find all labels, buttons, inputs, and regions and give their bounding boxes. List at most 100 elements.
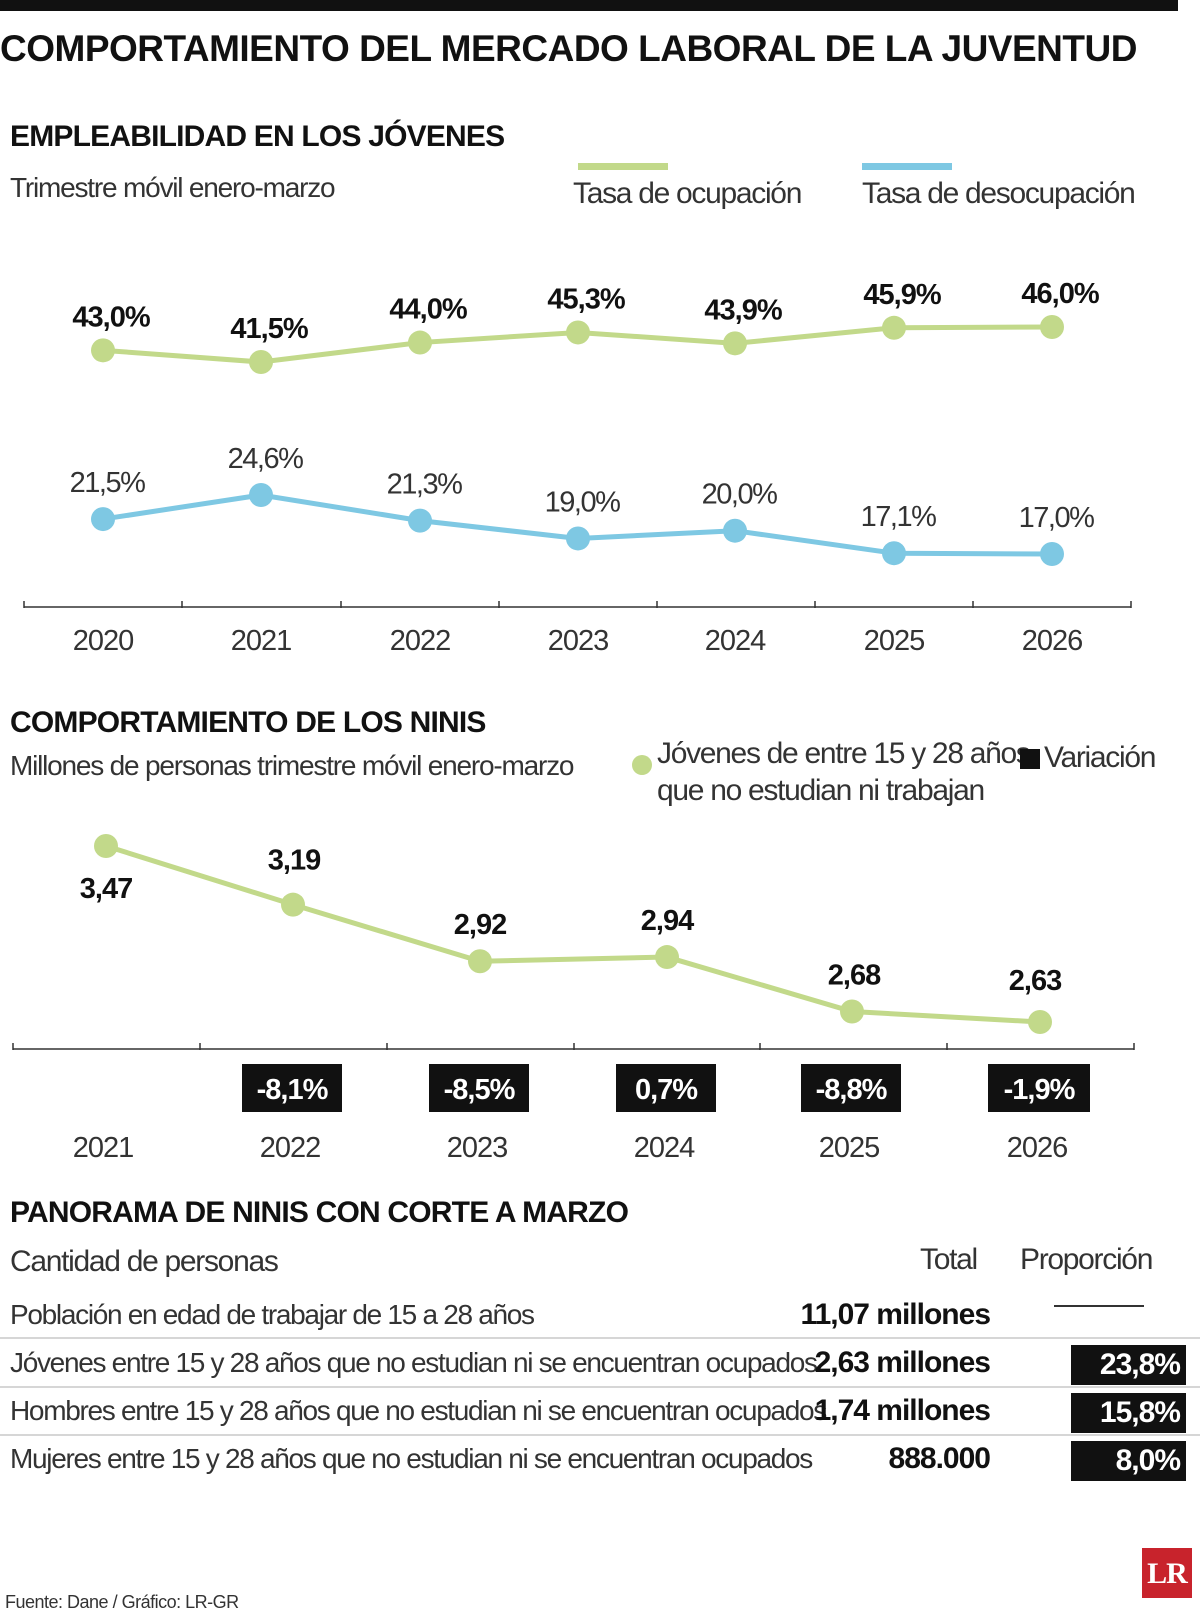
occupation-data-label: 41,5% [230, 313, 308, 345]
row-proportion: 23,8% [1071, 1345, 1186, 1385]
x-tick-label: 2022 [390, 625, 451, 657]
col-header-proportion: Proporción [1020, 1243, 1153, 1276]
row-total: 888.000 [888, 1442, 991, 1475]
unemployment-point [408, 508, 432, 533]
legend-unemployment-label: Tasa de desocupación [862, 177, 1136, 210]
row-proportion: 8,0% [1071, 1441, 1186, 1481]
unemployment-data-label: 19,0% [545, 486, 620, 518]
occupation-point [566, 320, 590, 345]
x-tick-label: 2022 [260, 1132, 321, 1164]
unemployment-point [91, 507, 115, 532]
legend-occupation-label: Tasa de ocupación [573, 177, 802, 210]
variation-label: -8,5% [444, 1074, 516, 1106]
unemployment-point [723, 518, 747, 543]
x-tick-label: 2020 [73, 625, 134, 657]
employability-title: EMPLEABILIDAD EN LOS JÓVENES [10, 120, 505, 153]
variation-box [429, 1064, 529, 1112]
row-divider [0, 1337, 1200, 1339]
employability-chart: 2020 2021 2022 2023 2024 2025 2026 43,0% 41,5% 44… [23, 278, 1132, 657]
legend-ninis-line1: Jóvenes de entre 15 y 28 años [657, 737, 1031, 770]
ninis-point [281, 892, 305, 917]
row-label: Mujeres entre 15 y 28 años que no estudi… [10, 1443, 813, 1474]
x-tick-label: 2026 [1022, 625, 1083, 657]
legend-occupation-swatch [578, 163, 668, 170]
occupation-point [91, 338, 115, 363]
black-square-icon [1020, 749, 1040, 769]
table-row: Mujeres entre 15 y 28 años que no estudi… [0, 1438, 1200, 1488]
col-header-quantity: Cantidad de personas [10, 1245, 279, 1278]
occupation-point [1040, 315, 1064, 339]
lr-logo: LR [1142, 1548, 1192, 1598]
occupation-data-label: 44,0% [389, 294, 467, 326]
source-note: Fuente: Dane / Gráfico: LR-GR [5, 1592, 239, 1612]
x-tick-label: 2021 [73, 1132, 134, 1164]
unemployment-point [566, 526, 590, 551]
occupation-point [408, 330, 432, 355]
row-divider [0, 1386, 1200, 1388]
table-row: Jóvenes entre 15 y 28 años que no estudi… [0, 1342, 1200, 1392]
unemployment-data-label: 21,3% [387, 469, 462, 501]
occupation-data-label: 46,0% [1021, 278, 1099, 310]
variation-box [988, 1064, 1090, 1112]
row-total: 1,74 millones [814, 1394, 991, 1427]
x-tick-label: 2024 [705, 625, 766, 657]
row-total: 2,63 millones [814, 1346, 991, 1379]
unemployment-data-label: 17,1% [861, 501, 936, 533]
legend-variation-label: Variación [1044, 741, 1156, 774]
legend-ninis-line2: que no estudian ni trabajan [657, 774, 985, 807]
unemployment-point [1040, 542, 1064, 566]
row-label: Población en edad de trabajar de 15 a 28… [10, 1299, 535, 1330]
ninis-data-label: 3,47 [80, 873, 132, 905]
unemployment-point [882, 541, 906, 566]
x-tick-label: 2024 [634, 1132, 695, 1164]
unemployment-data-label: 17,0% [1019, 502, 1094, 534]
unemployment-data-label: 24,6% [228, 443, 303, 475]
row-total: 11,07 millones [800, 1298, 991, 1331]
ninis-data-label: 2,68 [828, 960, 881, 992]
ninis-data-label: 2,63 [1009, 965, 1062, 997]
variation-label: -8,8% [816, 1074, 888, 1106]
unemployment-data-label: 21,5% [70, 467, 145, 499]
table-row: Población en edad de trabajar de 15 a 28… [0, 1293, 1200, 1343]
unemployment-data-label: 20,0% [702, 479, 777, 511]
ninis-data-label: 2,92 [454, 909, 506, 941]
ninis-series-line [105, 843, 1041, 1025]
ninis-point [840, 999, 864, 1024]
x-tick-label: 2023 [447, 1132, 508, 1164]
row-proportion-empty [1054, 1305, 1144, 1307]
occupation-point [723, 331, 747, 356]
x-tick-label: 2021 [231, 625, 292, 657]
x-tick-label: 2025 [819, 1132, 880, 1164]
occupation-data-label: 45,9% [863, 279, 941, 311]
occupation-point [249, 350, 273, 374]
variation-box [616, 1064, 716, 1112]
variation-box [801, 1064, 901, 1112]
panorama-title: PANORAMA DE NINIS CON CORTE A MARZO [10, 1196, 629, 1229]
x-tick-label: 2023 [548, 625, 609, 657]
ninis-point [468, 949, 492, 974]
row-proportion: 15,8% [1071, 1393, 1186, 1433]
variation-box [242, 1064, 342, 1112]
occupation-data-label: 43,0% [72, 301, 150, 333]
circle-dot-icon [632, 755, 652, 775]
occupation-data-label: 45,3% [547, 283, 625, 315]
ninis-point [655, 945, 679, 970]
variation-label: -1,9% [1004, 1074, 1076, 1106]
x-tick-label: 2025 [864, 625, 925, 657]
x-tick-label: 2026 [1007, 1132, 1068, 1164]
unemployment-point [249, 483, 273, 507]
occupation-point [882, 315, 906, 340]
variation-label: -8,1% [257, 1074, 329, 1106]
row-label: Hombres entre 15 y 28 años que no estudi… [10, 1395, 827, 1426]
row-label: Jóvenes entre 15 y 28 años que no estudi… [10, 1347, 818, 1378]
table-row: Hombres entre 15 y 28 años que no estudi… [0, 1390, 1200, 1440]
ninis-data-label: 2,94 [641, 905, 694, 937]
row-divider [0, 1434, 1200, 1436]
variation-label: 0,7% [635, 1074, 698, 1106]
ninis-title: COMPORTAMIENTO DE LOS NINIS [10, 706, 486, 739]
ninis-data-label: 3,19 [268, 845, 321, 877]
legend-unemployment-swatch [862, 163, 952, 170]
ninis-point [94, 834, 118, 858]
top-rule [0, 0, 1178, 11]
ninis-point [1028, 1010, 1052, 1034]
